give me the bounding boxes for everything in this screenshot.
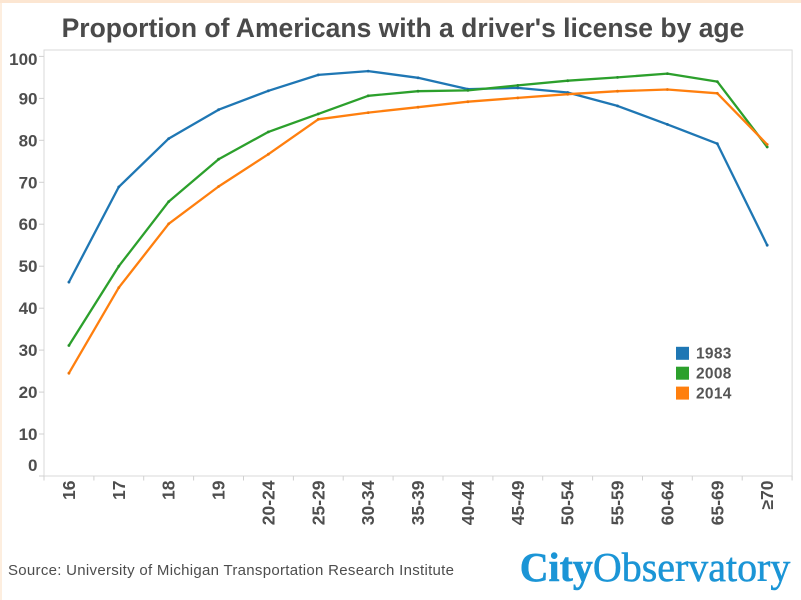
svg-text:60-64: 60-64 <box>657 480 677 525</box>
svg-text:30-34: 30-34 <box>358 480 378 525</box>
svg-text:16: 16 <box>59 480 79 500</box>
svg-text:50-54: 50-54 <box>558 480 578 525</box>
svg-text:2008: 2008 <box>696 366 732 383</box>
svg-text:60: 60 <box>19 215 38 234</box>
svg-text:50: 50 <box>19 257 38 276</box>
svg-text:20-24: 20-24 <box>258 480 278 525</box>
svg-text:Source: University of Michigan: Source: University of Michigan Transport… <box>8 562 454 579</box>
svg-text:CityObservatory: CityObservatory <box>520 544 791 590</box>
svg-text:100: 100 <box>9 50 37 69</box>
svg-text:45-49: 45-49 <box>508 480 528 525</box>
svg-text:55-59: 55-59 <box>608 480 628 525</box>
svg-text:25-29: 25-29 <box>308 480 328 525</box>
svg-text:≥70: ≥70 <box>757 480 777 509</box>
svg-text:40: 40 <box>19 299 38 318</box>
svg-text:80: 80 <box>19 131 38 150</box>
svg-text:10: 10 <box>19 425 38 444</box>
svg-text:Proportion of Americans with a: Proportion of Americans with a driver's … <box>62 13 745 43</box>
svg-text:70: 70 <box>19 173 38 192</box>
svg-text:30: 30 <box>19 341 38 360</box>
svg-text:65-69: 65-69 <box>707 480 727 525</box>
svg-text:0: 0 <box>28 456 37 475</box>
svg-text:40-44: 40-44 <box>458 480 478 525</box>
svg-text:17: 17 <box>109 481 129 500</box>
svg-text:35-39: 35-39 <box>408 480 428 525</box>
svg-text:19: 19 <box>209 480 229 500</box>
svg-text:18: 18 <box>159 480 179 500</box>
svg-text:1983: 1983 <box>696 346 732 363</box>
svg-text:90: 90 <box>19 89 38 108</box>
svg-text:20: 20 <box>19 383 38 402</box>
svg-text:2014: 2014 <box>696 385 732 402</box>
